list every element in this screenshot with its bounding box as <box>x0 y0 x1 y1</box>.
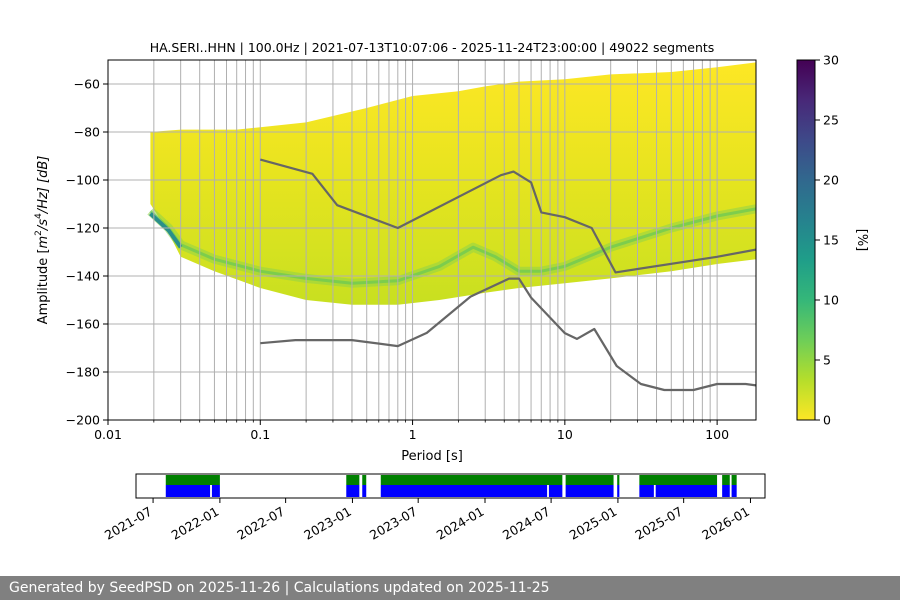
psd-chart: HA.SERI..HHN | 100.0Hz | 2021-07-13T10:0… <box>34 40 869 543</box>
availability-green-segment <box>722 475 730 485</box>
psd-density-layer <box>147 62 756 305</box>
x-tick-label: 1 <box>409 427 417 442</box>
availability-blue-segment <box>655 485 718 497</box>
availability-blue-segment <box>211 485 220 497</box>
density-high-edge <box>149 212 183 249</box>
colorbar-tick-label: 15 <box>823 233 839 248</box>
colorbar-label: [%] <box>854 229 869 252</box>
availability-blue-segment <box>722 485 730 497</box>
noise-model-nlnm <box>260 277 756 392</box>
y-axis-label: Amplitude [m2/s4/Hz] [dB] <box>34 156 51 325</box>
availability-blue-segment <box>731 485 737 497</box>
availability-tick-label: 2022-01 <box>169 504 222 543</box>
availability-green-segment <box>362 475 367 485</box>
availability-tick-label: 2024-01 <box>434 504 487 543</box>
availability-tick-label: 2021-07 <box>102 504 155 543</box>
y-tick-label: −140 <box>66 269 100 284</box>
y-tick-label: −80 <box>74 125 100 140</box>
availability-green-segment <box>731 475 737 485</box>
x-axis-label: Period [s] <box>401 449 463 464</box>
x-tick-label: 10 <box>557 427 573 442</box>
availability-blue-segment <box>617 485 620 497</box>
x-tick-label: 100 <box>705 427 729 442</box>
availability-tick-label: 2024-07 <box>500 504 553 543</box>
availability-green-segment <box>346 475 360 485</box>
availability-green-segment <box>380 475 563 485</box>
plot-frame <box>107 59 757 421</box>
colorbar-gradient <box>796 59 816 421</box>
colorbar-tick-label: 20 <box>823 173 839 188</box>
availability-blue-segment <box>639 485 654 497</box>
x-tick-label: 0.01 <box>94 427 122 442</box>
availability-blue-segment <box>165 485 211 497</box>
availability-blue-segment <box>380 485 548 497</box>
density-band <box>150 62 756 305</box>
availability-strip: 2021-07 2022-01 2022-07 2023-01 2023-07 2024-… <box>102 473 766 543</box>
availability-green-segment <box>565 475 614 485</box>
y-tick-label: −60 <box>74 77 100 92</box>
availability-blue-segment <box>548 485 563 497</box>
availability-frame <box>135 473 766 499</box>
availability-tick-label: 2026-01 <box>699 504 752 543</box>
availability-blue-segment <box>362 485 367 497</box>
colorbar-ticks: 0 5 10 15 20 25 30 <box>815 53 839 428</box>
x-axis: 0.01 0.1 1 10 100 <box>94 420 729 442</box>
grid-layer <box>108 60 756 420</box>
availability-green-segment <box>639 475 718 485</box>
noise-model-layer <box>260 158 756 392</box>
availability-green-segment <box>617 475 620 485</box>
y-axis: −60 −80 −100 −120 −140 −160 −180 −200 <box>66 77 108 428</box>
availability-tick-label: 2025-01 <box>567 504 620 543</box>
colorbar-tick-label: 30 <box>823 53 839 68</box>
availability-blue-layer <box>165 485 737 497</box>
noise-model-nhnm <box>260 158 756 274</box>
y-tick-label: −180 <box>66 365 100 380</box>
x-tick-label: 0.1 <box>250 427 270 442</box>
chart-title: HA.SERI..HHN | 100.0Hz | 2021-07-13T10:0… <box>150 40 715 55</box>
plot-area <box>108 60 756 420</box>
y-tick-label: −160 <box>66 317 100 332</box>
colorbar-tick-label: 10 <box>823 293 839 308</box>
availability-tick-label: 2022-07 <box>234 504 287 543</box>
availability-blue-segment <box>565 485 614 497</box>
availability-ticks: 2021-07 2022-01 2022-07 2023-01 2023-07 2024-… <box>102 498 752 543</box>
availability-green-layer <box>165 475 737 485</box>
availability-tick-label: 2023-01 <box>301 504 354 543</box>
footer-text: Generated by SeedPSD on 2025-11-26 | Cal… <box>9 580 550 596</box>
colorbar-tick-label: 25 <box>823 113 839 128</box>
y-tick-label: −100 <box>66 173 100 188</box>
y-tick-label: −200 <box>66 413 100 428</box>
colorbar: 0 5 10 15 20 25 30 [%] <box>796 53 869 428</box>
colorbar-tick-label: 5 <box>823 353 831 368</box>
footer-bar: Generated by SeedPSD on 2025-11-26 | Cal… <box>0 576 900 600</box>
availability-tick-label: 2023-07 <box>367 504 420 543</box>
density-mode-line <box>149 207 756 285</box>
availability-blue-segment <box>346 485 360 497</box>
availability-tick-label: 2025-07 <box>632 504 685 543</box>
availability-green-segment <box>165 475 220 485</box>
y-tick-label: −120 <box>66 221 100 236</box>
colorbar-tick-label: 0 <box>823 413 831 428</box>
